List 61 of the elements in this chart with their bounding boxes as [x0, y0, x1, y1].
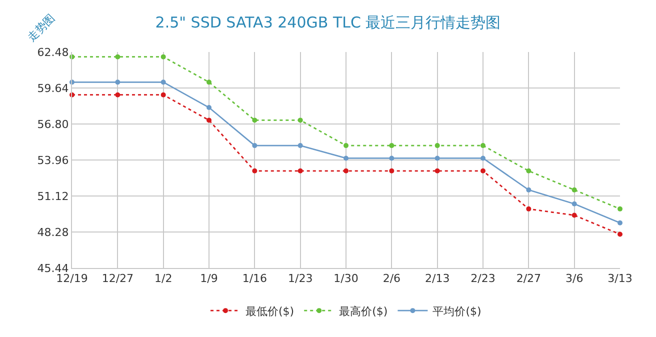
- text: 走势图: [25, 12, 58, 44]
- point: [115, 80, 120, 85]
- point: [480, 168, 486, 174]
- x-tick-label: 1/16: [242, 272, 268, 286]
- point: [618, 232, 622, 237]
- point: [298, 143, 303, 148]
- point: [526, 206, 532, 212]
- x-tick-label: 1/30: [334, 272, 358, 286]
- point: [344, 156, 348, 161]
- point: [572, 201, 577, 206]
- y-tick-label: 62.48: [37, 46, 69, 59]
- point: [160, 54, 166, 60]
- x-tick-label: 12/19: [56, 272, 88, 286]
- y-tick-label: 53.96: [37, 154, 69, 167]
- y-tick-label: 51.12: [37, 190, 69, 203]
- point: [206, 105, 212, 110]
- y-tick-label: 56.80: [37, 118, 69, 131]
- point: [480, 143, 486, 148]
- point: [298, 168, 303, 174]
- chart-title: 2.5" SSD SATA3 240GB TLC 最近三月行情走势图: [155, 13, 501, 32]
- point: [298, 118, 303, 123]
- point: [434, 156, 440, 161]
- point: [160, 80, 166, 85]
- x-tick-label: 2/13: [424, 272, 450, 286]
- point: [252, 143, 258, 148]
- point: [618, 220, 622, 226]
- point: [526, 168, 532, 174]
- point: [115, 54, 120, 60]
- point: [252, 168, 258, 174]
- x-tick-label: 2/23: [470, 272, 496, 286]
- x-tick-label: 3/6: [565, 272, 584, 286]
- point: [480, 156, 486, 161]
- y-tick-label: 48.28: [37, 226, 69, 239]
- point: [115, 92, 120, 98]
- x-tick-label: 2/27: [516, 272, 542, 286]
- point: [434, 143, 440, 148]
- x-tick-label: 1/9: [200, 272, 218, 286]
- point: [344, 168, 348, 174]
- legend-label: 最低价($): [246, 304, 294, 318]
- x-tick-label: 1/2: [154, 272, 172, 286]
- point: [344, 143, 348, 148]
- x-tick-label: 1/23: [288, 272, 313, 286]
- legend-label: 平均价($): [432, 304, 482, 318]
- point: [206, 80, 212, 85]
- point: [252, 118, 258, 123]
- point: [434, 168, 440, 174]
- point: [160, 92, 166, 98]
- point: [572, 212, 577, 218]
- point: [206, 118, 212, 123]
- point: [526, 187, 532, 192]
- point: [572, 187, 577, 192]
- point: [618, 206, 622, 212]
- x-tick-label: 12/27: [102, 272, 134, 286]
- point: [389, 156, 394, 161]
- point: [389, 143, 394, 148]
- x-tick-label: 2/6: [382, 272, 401, 286]
- point: [389, 168, 394, 174]
- x-tick-label: 3/13: [608, 272, 632, 286]
- y-tick-label: 45.44: [37, 262, 69, 275]
- y-tick-label: 59.64: [37, 82, 69, 95]
- legend-label: 最高价($): [339, 304, 388, 318]
